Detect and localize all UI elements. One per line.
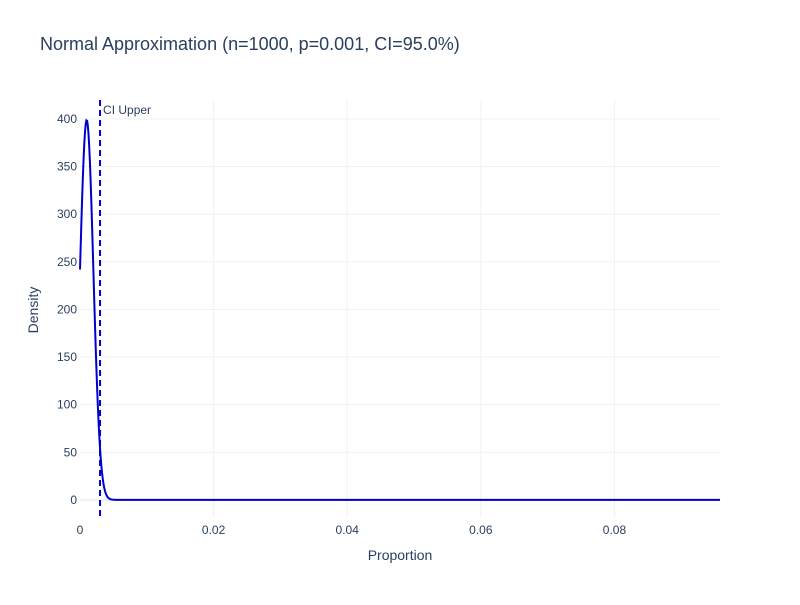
y-tick-label: 50 — [64, 445, 78, 459]
y-axis-label: Density — [25, 287, 41, 334]
chart-title: Normal Approximation (n=1000, p=0.001, C… — [40, 34, 460, 54]
y-tick-label: 400 — [57, 112, 77, 126]
x-tick-label: 0.08 — [603, 523, 627, 537]
y-tick-label: 100 — [57, 398, 77, 412]
y-tick-label: 350 — [57, 160, 77, 174]
y-tick-label: 150 — [57, 350, 77, 364]
ci-upper-label: CI Upper — [103, 103, 151, 117]
grid-lines — [80, 100, 720, 517]
y-tick-label: 250 — [57, 255, 77, 269]
data-layer: CI Upper — [79, 100, 720, 517]
y-tick-label: 300 — [57, 207, 77, 221]
x-tick-label: 0 — [77, 523, 84, 537]
density-curve — [79, 118, 720, 501]
x-tick-label: 0.04 — [336, 523, 360, 537]
x-tick-label: 0.02 — [202, 523, 226, 537]
y-tick-label: 200 — [57, 302, 77, 316]
y-tick-label: 0 — [70, 493, 77, 507]
axis-ticks: 0 0.02 0.04 0.06 0.08 0 50 100 150 200 250 300 350 40… — [57, 112, 626, 537]
x-axis-label: Proportion — [368, 547, 433, 563]
x-tick-label: 0.06 — [469, 523, 493, 537]
